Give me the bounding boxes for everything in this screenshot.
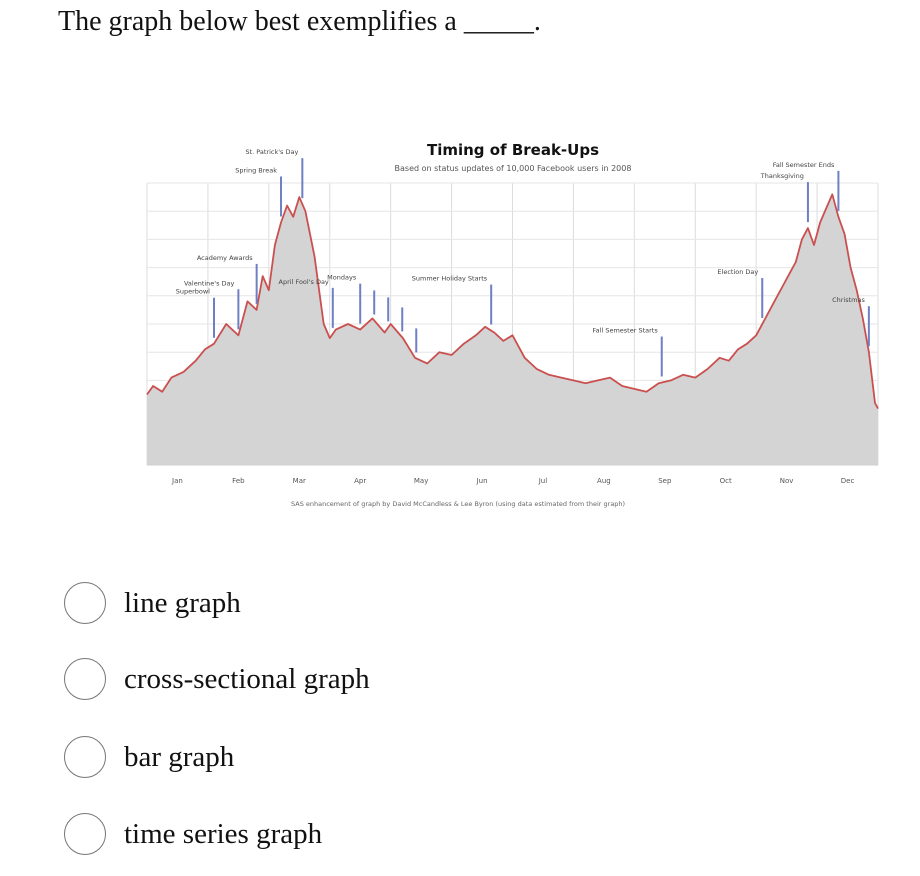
option-time-series-graph[interactable]: time series graph — [64, 812, 322, 856]
annotation-label: St. Patrick's Day — [245, 148, 298, 156]
annotation-label: Election Day — [717, 268, 758, 276]
month-tick-label: Aug — [597, 477, 611, 485]
series-area-fill — [147, 194, 878, 466]
option-label: line graph — [124, 586, 241, 619]
annotation-label: Academy Awards — [197, 254, 253, 262]
option-line-graph[interactable]: line graph — [64, 581, 241, 625]
annotation-label: Thanksgiving — [760, 172, 804, 180]
chart-svg: Timing of Break-Ups Based on status upda… — [143, 131, 895, 517]
chart-subtitle: Based on status updates of 10,000 Facebo… — [395, 164, 632, 173]
month-tick-label: Dec — [841, 477, 855, 485]
month-tick-label: Apr — [354, 477, 366, 485]
radio-button[interactable] — [64, 736, 106, 778]
month-tick-label: Oct — [720, 477, 732, 485]
radio-button[interactable] — [64, 658, 106, 700]
month-tick-label: Jun — [476, 477, 488, 485]
annotation-label: Valentine's Day — [184, 279, 235, 287]
option-label: time series graph — [124, 817, 323, 850]
annotation-label: Fall Semester Starts — [593, 327, 659, 335]
option-bar-graph[interactable]: bar graph — [64, 735, 234, 779]
annotation-label: Summer Holiday Starts — [412, 275, 488, 283]
series-line — [146, 193, 879, 410]
month-tick-label: Mar — [293, 477, 306, 485]
chart-footnote: SAS enhancement of graph by David McCand… — [291, 500, 625, 508]
annotation-label: April Fool's Day — [279, 278, 329, 286]
month-tick-label: May — [414, 477, 428, 485]
option-label: cross-sectional graph — [124, 662, 370, 695]
axis-layer: Jan Feb Mar Apr May Jun Jul Aug Sep Oct Nov Dec — [147, 464, 878, 485]
month-tick-label: Feb — [232, 477, 245, 485]
chart-title: Timing of Break-Ups — [427, 141, 599, 159]
annotation-label: Mondays — [327, 274, 357, 282]
annotation-label: Superbowl — [176, 288, 210, 296]
month-tick-label: Nov — [780, 477, 794, 485]
radio-button[interactable] — [64, 582, 106, 624]
question-text: The graph below best exemplifies a _____… — [58, 6, 541, 37]
option-cross-sectional-graph[interactable]: cross-sectional graph — [64, 657, 370, 701]
breakups-chart: Timing of Break-Ups Based on status upda… — [143, 131, 895, 517]
area-layer — [146, 193, 879, 466]
annotation-label: Fall Semester Ends — [773, 161, 835, 169]
month-tick-label: Jan — [171, 477, 183, 485]
annotation-label: Spring Break — [235, 166, 277, 174]
annotation-label: Christmas — [832, 296, 865, 304]
month-tick-label: Jul — [538, 477, 548, 485]
month-tick-label: Sep — [658, 477, 672, 485]
radio-button[interactable] — [64, 813, 106, 855]
option-label: bar graph — [124, 740, 235, 773]
